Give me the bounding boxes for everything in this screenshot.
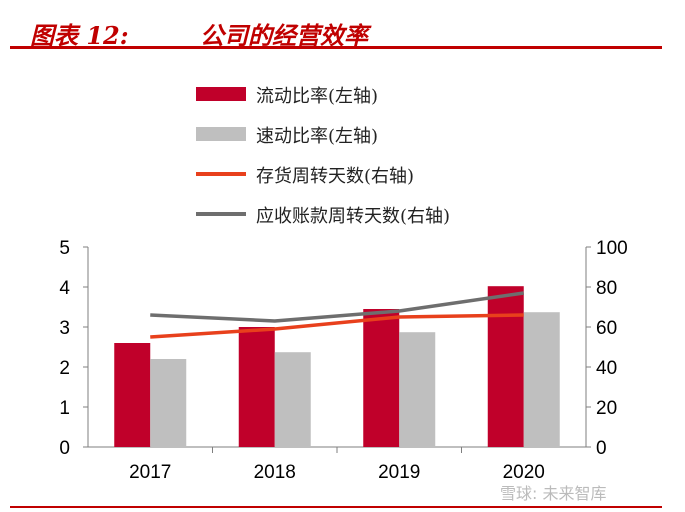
legend-line-receivable-days: [196, 212, 246, 216]
figure-header: 图表 12: 公司的经营效率: [10, 8, 665, 50]
y-left-tick-label: 4: [59, 278, 70, 299]
y-right-tick-label: 0: [596, 438, 607, 459]
y-left-tick-label: 0: [59, 438, 70, 459]
legend-line-inventory-days: [196, 172, 246, 176]
legend-label-inventory-days: 存货周转天数(右轴): [256, 166, 415, 187]
header-rule: [10, 46, 662, 49]
line-receivable-days: [150, 291, 525, 323]
legend-label-quick-ratio: 速动比率(左轴): [256, 126, 379, 147]
watermark: 雪球: 未来智库: [500, 484, 607, 503]
bar-current-ratio: [363, 309, 400, 447]
bar-quick-ratio: [274, 352, 311, 447]
y-right-tick-label: 60: [596, 318, 617, 339]
x-tick-label: 2018: [254, 462, 296, 483]
y-right-tick-label: 100: [596, 238, 628, 259]
legend-label-receivable-days: 应收账款周转天数(右轴): [256, 206, 451, 227]
bar-quick-ratio: [523, 312, 560, 447]
y-right-tick-label: 40: [596, 358, 617, 379]
bar-quick-ratio: [150, 359, 187, 447]
legend-swatch-quick-ratio: [196, 127, 246, 141]
figure-number: 图表 12:: [30, 21, 129, 50]
legend-item-current-ratio: 流动比率(左轴): [196, 82, 516, 110]
bar-current-ratio: [114, 343, 151, 447]
legend-swatch-current-ratio: [196, 87, 246, 101]
x-tick-label: 2019: [378, 462, 420, 483]
bar-quick-ratio: [399, 332, 436, 447]
footer-rule: [10, 506, 662, 508]
bar-current-ratio: [487, 286, 524, 447]
y-right-tick-label: 80: [596, 278, 617, 299]
legend-item-quick-ratio: 速动比率(左轴): [196, 122, 516, 150]
legend-item-inventory-days: 存货周转天数(右轴): [196, 162, 516, 190]
figure-title: 公司的经营效率: [200, 21, 368, 50]
y-left-tick-label: 5: [59, 238, 70, 259]
y-left-tick-label: 2: [59, 358, 70, 379]
legend-item-receivable-days: 应收账款周转天数(右轴): [196, 202, 516, 230]
y-left-tick-label: 3: [59, 318, 70, 339]
line-inventory-days: [150, 313, 524, 339]
y-right-tick-label: 20: [596, 398, 617, 419]
bar-current-ratio: [238, 327, 275, 447]
legend-label-current-ratio: 流动比率(左轴): [256, 86, 379, 107]
y-left-tick-label: 1: [59, 398, 70, 419]
x-tick-label: 2017: [129, 462, 171, 483]
